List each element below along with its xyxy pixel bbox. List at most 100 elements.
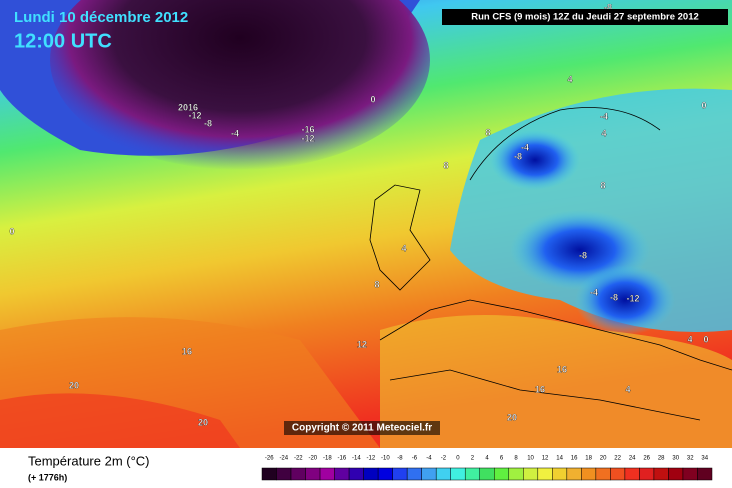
legend-swatch bbox=[319, 467, 335, 481]
contour-label: 20 bbox=[69, 380, 79, 390]
contour-label: 4 bbox=[687, 334, 692, 344]
copyright: Copyright © 2011 Meteociel.fr bbox=[292, 423, 432, 434]
legend-swatch bbox=[537, 467, 553, 481]
legend-swatch bbox=[261, 467, 277, 481]
legend-tick-label: -20 bbox=[308, 456, 317, 462]
contour-label: -12 bbox=[626, 293, 639, 303]
legend-tick-label: 28 bbox=[658, 456, 665, 462]
contour-label: -8 bbox=[514, 151, 522, 161]
variable-title: Température 2m (°C) bbox=[28, 453, 150, 468]
contour-label: 20 bbox=[507, 412, 517, 422]
run-info: Run CFS (9 mois) 12Z du Jeudi 27 septemb… bbox=[471, 12, 699, 23]
legend-tick-label: -12 bbox=[367, 456, 376, 462]
legend-tick-label: 4 bbox=[485, 456, 489, 462]
contour-label: -8 bbox=[610, 292, 618, 302]
legend-swatch bbox=[595, 467, 611, 481]
colorbar: -26 -24 -22 -20 -18 -16 -14 -12 -10 -8 -6 -4 -2 0 2 4 6 8… bbox=[261, 456, 713, 481]
map bbox=[0, 0, 732, 448]
contour-label: -8 bbox=[579, 250, 587, 260]
lead-time: (+ 1776h) bbox=[28, 472, 67, 482]
legend-tick-label: 16 bbox=[571, 456, 578, 462]
contour-label: 8 bbox=[485, 127, 490, 137]
legend-tick-label: 6 bbox=[500, 456, 504, 462]
contour-label: 4 bbox=[401, 243, 406, 253]
contour-label: 4 bbox=[625, 384, 630, 394]
legend-tick-label: 22 bbox=[614, 456, 621, 462]
legend-tick-label: 26 bbox=[643, 456, 650, 462]
contour-label: 16 bbox=[182, 346, 192, 356]
time: 12:00 UTC bbox=[14, 30, 112, 52]
legend-tick-label: -4 bbox=[426, 456, 432, 462]
contour-label: 16 bbox=[557, 364, 567, 374]
legend-tick-label: 2 bbox=[471, 456, 475, 462]
legend-swatch bbox=[392, 467, 408, 481]
legend-tick-label: 14 bbox=[556, 456, 563, 462]
legend-tick-label: -8 bbox=[397, 456, 403, 462]
legend-swatch bbox=[668, 467, 684, 481]
legend-swatch bbox=[377, 467, 393, 481]
contour-label: 4 bbox=[567, 74, 572, 84]
contour-label: 0 bbox=[701, 100, 706, 110]
legend-tick-label: 32 bbox=[687, 456, 694, 462]
contour-label: -4 bbox=[590, 287, 598, 297]
legend-swatch bbox=[610, 467, 626, 481]
contour-label: -12 bbox=[188, 110, 201, 120]
contour-label: 8 bbox=[443, 160, 448, 170]
legend-swatch bbox=[276, 467, 292, 481]
legend-tick-label: -16 bbox=[338, 456, 347, 462]
legend-tick-label: 0 bbox=[456, 456, 460, 462]
legend-tick-label: 10 bbox=[527, 456, 534, 462]
legend-tick-label: 20 bbox=[600, 456, 607, 462]
legend-swatch bbox=[348, 467, 364, 481]
contour-label: -4 bbox=[231, 128, 239, 138]
legend-tick-label: -6 bbox=[412, 456, 418, 462]
legend-tick-label: 18 bbox=[585, 456, 592, 462]
legend-swatch bbox=[305, 467, 321, 481]
legend-swatch bbox=[682, 467, 698, 481]
contour-label: 8 bbox=[600, 180, 605, 190]
legend-swatch bbox=[435, 467, 451, 481]
legend-swatch bbox=[290, 467, 306, 481]
contour-label: -8 bbox=[204, 118, 212, 128]
legend-tick-label: -2 bbox=[441, 456, 447, 462]
legend-tick-label: 8 bbox=[514, 456, 518, 462]
legend-tick-label: -24 bbox=[279, 456, 288, 462]
legend-swatch bbox=[406, 467, 422, 481]
legend-tick-label: -14 bbox=[352, 456, 361, 462]
legend-tick-label: -18 bbox=[323, 456, 332, 462]
legend-swatch bbox=[624, 467, 640, 481]
contour-label: 2016 bbox=[178, 102, 198, 112]
legend-tick-label: 34 bbox=[701, 456, 708, 462]
legend-tick-label: 24 bbox=[629, 456, 636, 462]
legend-tick-label: -22 bbox=[294, 456, 303, 462]
contour-label: 16 bbox=[535, 384, 545, 394]
contour-label: -4 bbox=[600, 111, 608, 121]
legend-swatch bbox=[697, 467, 713, 481]
legend-swatch bbox=[552, 467, 568, 481]
legend-swatch bbox=[639, 467, 655, 481]
legend-swatch bbox=[566, 467, 582, 481]
legend-tick-label: 30 bbox=[672, 456, 679, 462]
legend-tick-label: -26 bbox=[265, 456, 274, 462]
contour-label: -12 bbox=[301, 133, 314, 143]
legend-tick-label: 12 bbox=[542, 456, 549, 462]
contour-label: 0 bbox=[9, 226, 14, 236]
contour-label: 12 bbox=[357, 339, 367, 349]
legend-swatch bbox=[494, 467, 510, 481]
legend-swatch bbox=[523, 467, 539, 481]
legend-swatch bbox=[581, 467, 597, 481]
legend-swatch bbox=[464, 467, 480, 481]
legend-swatch bbox=[653, 467, 669, 481]
contour-label: -4 bbox=[521, 142, 529, 152]
date: Lundi 10 décembre 2012 bbox=[14, 9, 188, 26]
contour-label: 4 bbox=[601, 128, 606, 138]
legend-swatch bbox=[508, 467, 524, 481]
contour-label: 20 bbox=[198, 417, 208, 427]
run-box bbox=[442, 9, 728, 25]
copyright-box bbox=[284, 421, 440, 435]
contour-label: 0 bbox=[703, 334, 708, 344]
legend-swatch bbox=[334, 467, 350, 481]
legend-swatch bbox=[479, 467, 495, 481]
